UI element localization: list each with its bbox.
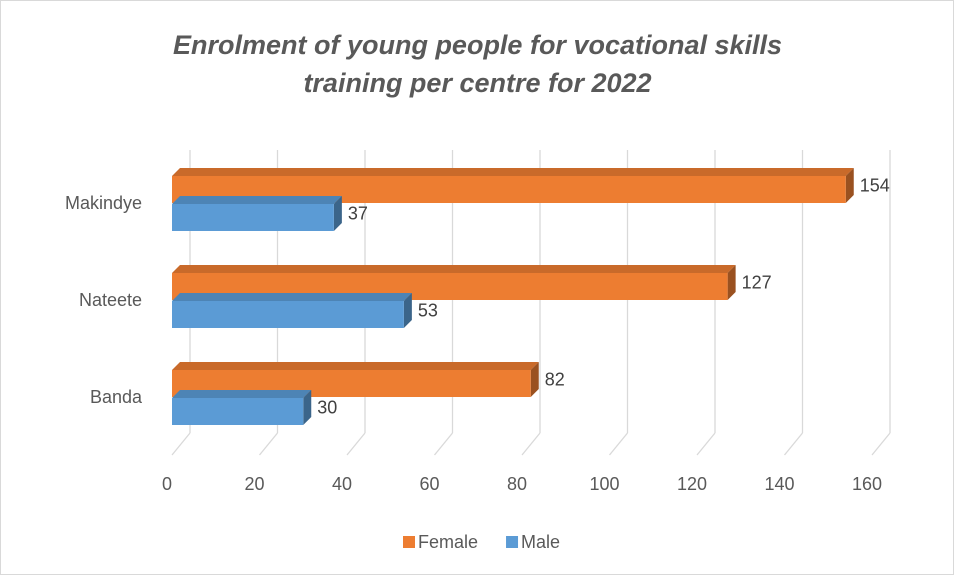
bar bbox=[172, 293, 412, 328]
chart-title: Enrolment of young people for vocational… bbox=[172, 30, 783, 98]
data-label: 82 bbox=[545, 369, 565, 389]
bar-top bbox=[172, 362, 539, 370]
data-label: 53 bbox=[418, 300, 438, 320]
bar-top bbox=[172, 390, 312, 398]
grid-line-floor bbox=[783, 432, 804, 456]
legend-swatch bbox=[403, 536, 415, 548]
bar-top bbox=[172, 265, 736, 273]
data-label: 30 bbox=[317, 397, 337, 417]
x-tick-label: 40 bbox=[332, 474, 352, 494]
grid-line-floor bbox=[871, 432, 891, 456]
grid-line-floor bbox=[258, 432, 279, 456]
y-tick-label: Banda bbox=[90, 387, 143, 407]
data-label: 127 bbox=[742, 272, 772, 292]
legend-label: Male bbox=[521, 532, 560, 552]
bar-front bbox=[172, 398, 304, 425]
data-label: 37 bbox=[348, 203, 368, 223]
title-box: Enrolment of young people for vocational… bbox=[172, 30, 783, 98]
y-tick-label: Makindye bbox=[65, 193, 142, 213]
bar-front bbox=[172, 301, 404, 328]
legend-swatch bbox=[506, 536, 519, 548]
bar bbox=[172, 168, 854, 203]
grid-line-floor bbox=[433, 432, 454, 456]
bar-side bbox=[303, 390, 312, 425]
grid-line-floor bbox=[346, 432, 366, 456]
x-tick-label: 20 bbox=[244, 474, 264, 494]
bar-front bbox=[172, 204, 334, 231]
bar-side bbox=[333, 196, 342, 231]
grid-line-floor bbox=[521, 432, 541, 456]
x-tick-label: 100 bbox=[589, 474, 619, 494]
x-tick-label: 80 bbox=[507, 474, 527, 494]
x-tick-label: 60 bbox=[419, 474, 439, 494]
x-tick-label: 0 bbox=[162, 474, 172, 494]
bar-top bbox=[172, 196, 342, 204]
x-tick-label: 160 bbox=[852, 474, 882, 494]
bar bbox=[172, 390, 312, 425]
data-label: 154 bbox=[860, 175, 890, 195]
bar bbox=[172, 196, 342, 231]
bar-side bbox=[845, 168, 854, 203]
bar-side bbox=[727, 265, 736, 300]
x-tick-label: 140 bbox=[764, 474, 794, 494]
bar-top bbox=[172, 168, 854, 176]
bar-side bbox=[403, 293, 412, 328]
legend-label: Female bbox=[418, 532, 478, 552]
grid-line-floor bbox=[608, 432, 629, 456]
x-tick-label: 120 bbox=[677, 474, 707, 494]
y-tick-label: Nateete bbox=[79, 290, 142, 310]
grid-line-floor bbox=[171, 432, 191, 456]
grid-line-floor bbox=[696, 432, 716, 456]
bar-side bbox=[530, 362, 539, 397]
bar-top bbox=[172, 293, 412, 301]
